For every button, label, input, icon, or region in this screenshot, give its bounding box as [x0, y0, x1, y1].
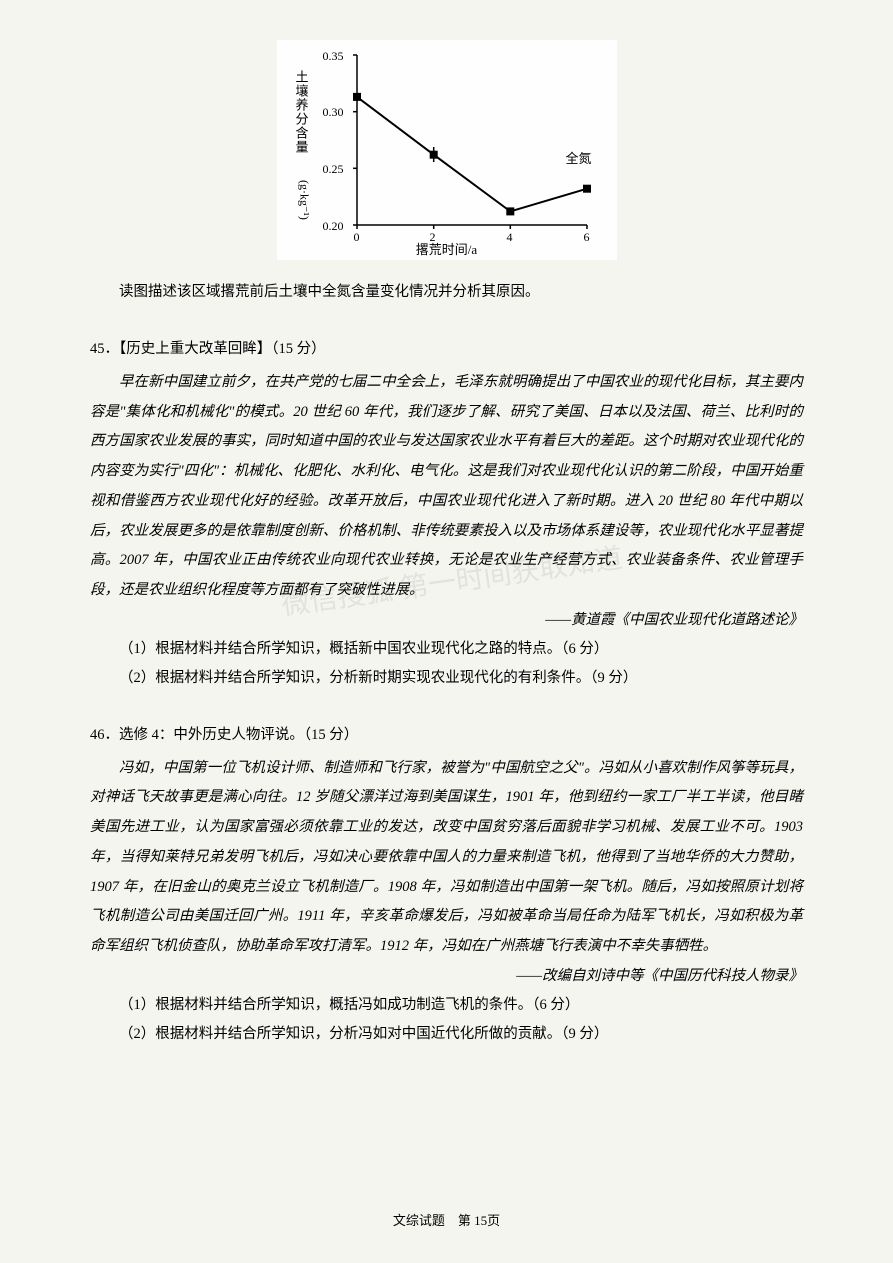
- question-45: 45．【历史上重大改革回眸】（15 分） 早在新中国建立前夕，在共产党的七届二中…: [90, 335, 803, 693]
- q46-sub1: （1）根据材料并结合所学知识，概括冯如成功制造飞机的条件。（6 分）: [90, 991, 803, 1020]
- x-axis-label: 撂荒时间/a: [416, 239, 477, 258]
- chart-container: 土壤养分含量 (g·kg⁻¹) 撂荒时间/a 全氮 0.20 0.25 0.30…: [90, 40, 803, 260]
- q45-sub2: （2）根据材料并结合所学知识，分析新时期实现农业现代化的有利条件。（9 分）: [90, 664, 803, 693]
- q46-sub2: （2）根据材料并结合所学知识，分析冯如对中国近代化所做的贡献。（9 分）: [90, 1020, 803, 1049]
- chart-box: 土壤养分含量 (g·kg⁻¹) 撂荒时间/a 全氮 0.20 0.25 0.30…: [277, 40, 617, 260]
- q45-passage: 早在新中国建立前夕，在共产党的七届二中全会上，毛泽东就明确提出了中国农业的现代化…: [90, 368, 803, 606]
- y-tick-2: 0.30: [323, 105, 344, 120]
- x-tick-2: 4: [507, 230, 513, 245]
- q46-passage: 冯如，中国第一位飞机设计师、制造师和飞行家，被誉为"中国航空之父"。冯如从小喜欢…: [90, 754, 803, 962]
- chart-caption: 读图描述该区域撂荒前后土壤中全氮含量变化情况并分析其原因。: [90, 278, 803, 307]
- q46-citation: ——改编自刘诗中等《中国历代科技人物录》: [90, 962, 803, 991]
- q45-citation: ——黄道霞《中国农业现代化道路述论》: [90, 606, 803, 635]
- question-46: 46．选修 4：中外历史人物评说。（15 分） 冯如，中国第一位飞机设计师、制造…: [90, 721, 803, 1049]
- x-tick-0: 0: [354, 230, 360, 245]
- x-tick-1: 2: [430, 230, 436, 245]
- q46-title: 46．选修 4：中外历史人物评说。（15 分）: [90, 721, 803, 750]
- q45-title: 45．【历史上重大改革回眸】（15 分）: [90, 335, 803, 364]
- series-label: 全氮: [565, 148, 591, 167]
- y-axis-unit: (g·kg⁻¹): [297, 180, 312, 220]
- q45-sub1: （1）根据材料并结合所学知识，概括新中国农业现代化之路的特点。（6 分）: [90, 635, 803, 664]
- y-tick-3: 0.35: [323, 49, 344, 64]
- y-tick-0: 0.20: [323, 219, 344, 234]
- page-footer: 文综试题 第 15页: [0, 1210, 893, 1229]
- x-tick-3: 6: [584, 230, 590, 245]
- y-tick-1: 0.25: [323, 162, 344, 177]
- y-axis-label: 土壤养分含量: [292, 70, 311, 154]
